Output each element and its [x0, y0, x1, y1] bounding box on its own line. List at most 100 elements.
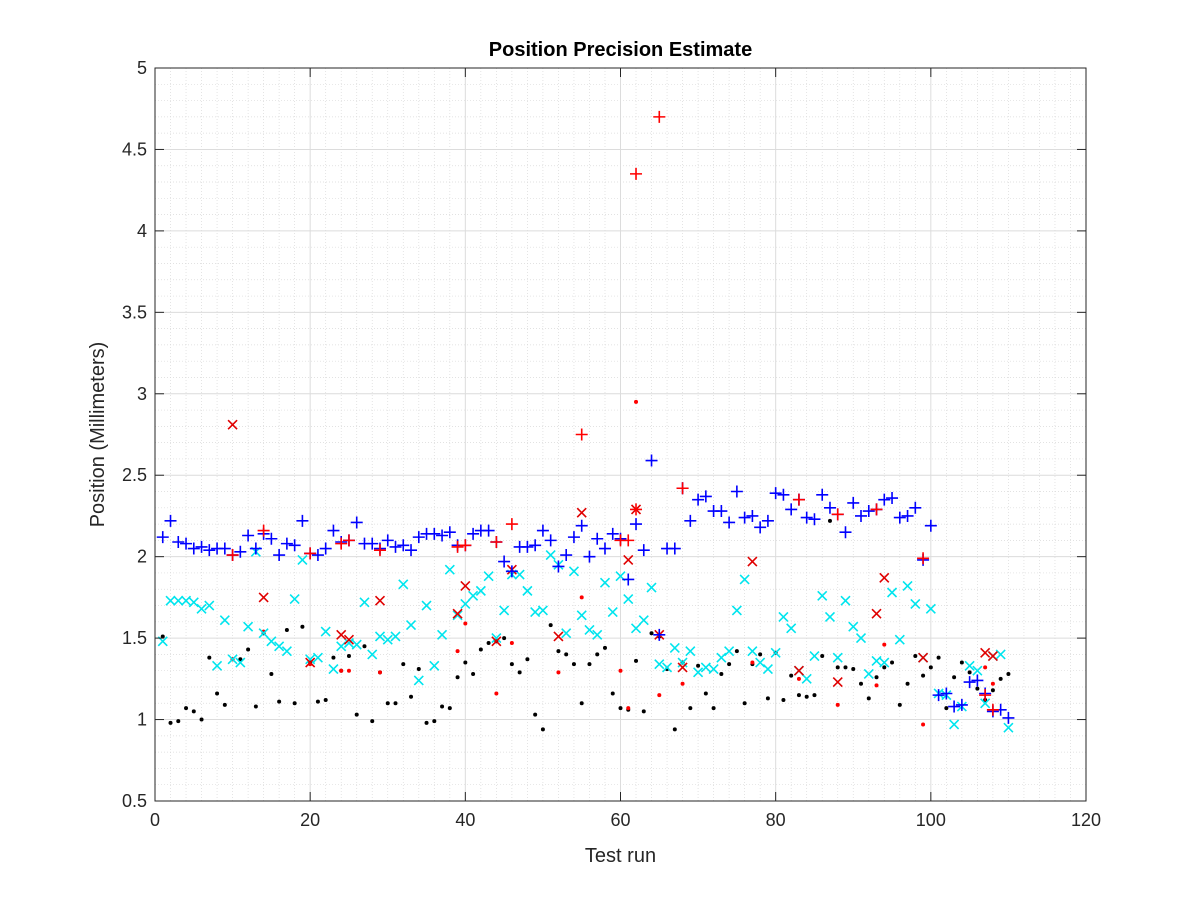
- x-point: [840, 595, 851, 606]
- x-point: [336, 641, 347, 652]
- dot-point: [874, 675, 879, 680]
- x-point: [848, 621, 859, 632]
- x-point: [359, 597, 370, 608]
- x-tick-label: 80: [766, 810, 786, 830]
- dot-point: [207, 655, 212, 660]
- x-point: [599, 577, 611, 588]
- dot-point: [703, 691, 708, 696]
- series-x-3: [227, 419, 998, 688]
- x-axis-label: Test run: [585, 845, 656, 867]
- x-point: [677, 662, 688, 673]
- plus-point: [172, 536, 185, 549]
- dot-point: [944, 706, 949, 711]
- dot-point: [827, 518, 832, 523]
- dot-point: [1006, 671, 1011, 676]
- x-point: [801, 673, 812, 684]
- x-point: [576, 610, 587, 621]
- dot-point: [300, 624, 305, 629]
- plus-point: [498, 555, 511, 568]
- x-point: [630, 623, 642, 634]
- x-point: [212, 660, 223, 671]
- dot-point: [284, 627, 289, 632]
- plus-point: [645, 454, 658, 467]
- dot-point: [292, 701, 297, 706]
- dot-point: [649, 631, 654, 636]
- x-point: [305, 654, 316, 665]
- dot-point: [176, 719, 181, 724]
- plus-point: [723, 516, 736, 529]
- x-point: [855, 633, 867, 644]
- x-point: [623, 593, 634, 605]
- x-tick-label: 120: [1071, 810, 1101, 830]
- x-point: [584, 624, 595, 636]
- x-point: [499, 605, 510, 616]
- x-point: [204, 600, 215, 611]
- dot-point: [540, 727, 545, 732]
- x-point: [731, 605, 742, 616]
- plus-point: [622, 573, 635, 586]
- dot-point: [269, 671, 274, 676]
- dot-point: [463, 660, 468, 665]
- x-point: [685, 646, 696, 657]
- dot-point: [478, 647, 483, 652]
- x-point: [980, 647, 991, 658]
- dot-point: [657, 693, 662, 698]
- x-point: [398, 579, 409, 590]
- dot-point: [618, 668, 623, 673]
- x-point: [693, 667, 704, 678]
- x-point: [786, 623, 797, 634]
- x-point: [661, 662, 673, 673]
- plus-point: [831, 508, 844, 521]
- plus-point: [505, 565, 518, 578]
- x-point: [894, 634, 905, 645]
- plus-point: [630, 503, 643, 516]
- dot-point: [509, 640, 514, 645]
- plus-point: [715, 505, 728, 518]
- x-point: [654, 659, 665, 670]
- dot-point: [160, 634, 165, 639]
- plus-point: [397, 539, 410, 552]
- x-point: [173, 595, 184, 606]
- plus-point: [986, 703, 999, 716]
- x-point: [638, 615, 649, 626]
- plus-point: [567, 531, 580, 544]
- x-point: [871, 655, 882, 666]
- x-point: [925, 603, 936, 614]
- x-point: [297, 554, 308, 565]
- x-point: [351, 639, 362, 650]
- plus-point: [436, 529, 449, 542]
- plus-point: [746, 509, 759, 522]
- dot-point: [346, 654, 351, 659]
- dot-point: [455, 649, 460, 654]
- x-point: [320, 626, 331, 637]
- dot-point: [975, 686, 980, 691]
- x-point: [468, 590, 479, 601]
- dot-point: [362, 644, 367, 649]
- plus-point: [598, 542, 611, 555]
- x-tick-label: 60: [610, 810, 630, 830]
- x-point: [522, 585, 533, 596]
- dot-point: [882, 665, 887, 670]
- dot-point: [952, 675, 957, 680]
- x-point: [491, 633, 502, 644]
- dot-point: [758, 652, 763, 657]
- dot-point: [579, 595, 584, 600]
- plus-point: [273, 549, 286, 562]
- x-point: [607, 606, 618, 618]
- dot-point: [533, 712, 538, 717]
- x-tick-label: 40: [455, 810, 475, 830]
- dot-point: [921, 673, 926, 678]
- plus-point: [366, 537, 379, 550]
- plus-point: [823, 501, 836, 514]
- x-point: [910, 598, 921, 609]
- x-point: [405, 620, 417, 631]
- dot-point: [199, 717, 204, 722]
- plus-point: [924, 519, 937, 532]
- plus-point: [203, 544, 216, 557]
- dot-point: [696, 663, 701, 668]
- dot-point: [455, 675, 460, 680]
- dot-point: [742, 701, 747, 706]
- x-point: [739, 574, 750, 585]
